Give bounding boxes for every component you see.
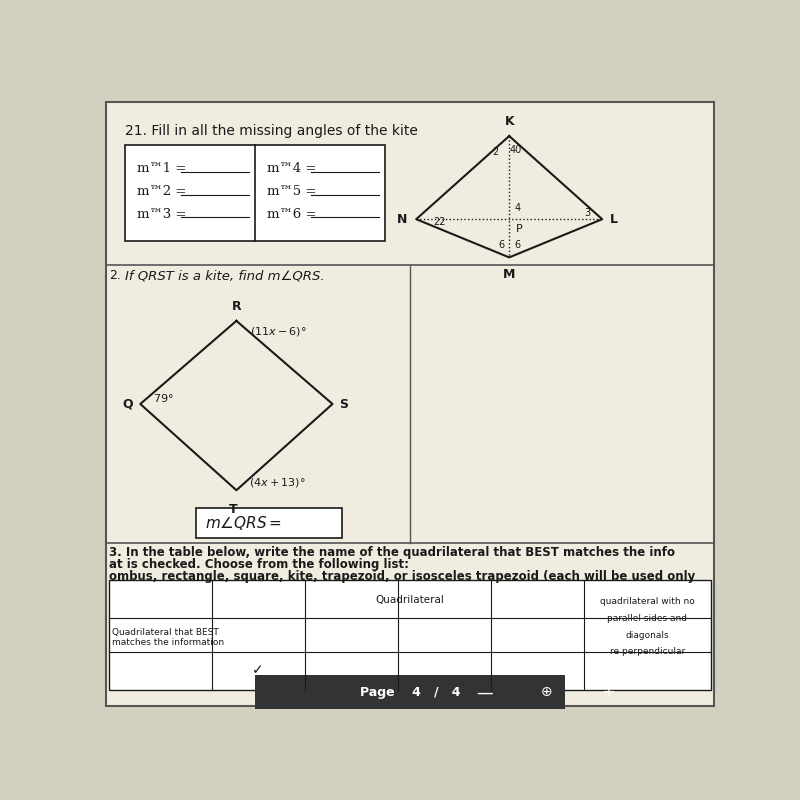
Text: m™4 =: m™4 =	[267, 162, 317, 175]
Text: m™3 =: m™3 =	[138, 208, 186, 221]
Text: Page    4   /   4: Page 4 / 4	[360, 686, 460, 698]
Text: 22: 22	[434, 218, 446, 227]
Text: m™5 =: m™5 =	[267, 185, 317, 198]
Text: $(11x-6)°$: $(11x-6)°$	[250, 326, 306, 338]
Text: 21. Fill in all the missing angles of the kite: 21. Fill in all the missing angles of th…	[125, 124, 418, 138]
Text: T: T	[229, 502, 238, 515]
Text: $(4x+13)°$: $(4x+13)°$	[249, 476, 306, 490]
Text: P: P	[515, 224, 522, 234]
Text: m™6 =: m™6 =	[267, 208, 317, 221]
Text: Quadrilateral that BEST
matches the information: Quadrilateral that BEST matches the info…	[112, 627, 225, 647]
Text: +: +	[602, 683, 615, 702]
Text: 6: 6	[498, 239, 504, 250]
Text: S: S	[338, 398, 348, 410]
Text: Q: Q	[122, 398, 133, 410]
Text: 6: 6	[514, 239, 520, 250]
Text: ✓: ✓	[252, 663, 264, 678]
Text: —: —	[476, 683, 493, 702]
FancyBboxPatch shape	[196, 508, 342, 538]
Text: re perpendicular: re perpendicular	[610, 647, 685, 656]
Text: m™1 =: m™1 =	[138, 162, 186, 175]
Text: ombus, rectangle, square, kite, trapezoid, or isosceles trapezoid (each will be : ombus, rectangle, square, kite, trapezoi…	[110, 570, 695, 583]
Text: 3: 3	[584, 207, 590, 218]
Text: L: L	[610, 213, 618, 226]
Text: 4: 4	[514, 203, 520, 213]
FancyBboxPatch shape	[125, 146, 386, 241]
Text: R: R	[231, 300, 242, 313]
FancyBboxPatch shape	[106, 102, 714, 706]
Text: $79°$: $79°$	[153, 392, 174, 404]
Text: K: K	[504, 115, 514, 128]
Text: 40: 40	[510, 145, 522, 154]
FancyBboxPatch shape	[110, 579, 710, 690]
Text: If QRST is a kite, find m∠QRS.: If QRST is a kite, find m∠QRS.	[125, 269, 325, 282]
Text: diagonals: diagonals	[626, 630, 669, 639]
Text: quadrilateral with no: quadrilateral with no	[600, 598, 694, 606]
Text: $m\angle QRS =$: $m\angle QRS =$	[206, 514, 282, 532]
Text: 3. In the table below, write the name of the quadrilateral that BEST matches the: 3. In the table below, write the name of…	[110, 546, 675, 558]
Text: ⊕: ⊕	[541, 686, 552, 699]
Text: 2: 2	[493, 146, 498, 157]
Text: at is checked. Choose from the following list:: at is checked. Choose from the following…	[110, 558, 410, 571]
Text: Quadrilateral: Quadrilateral	[375, 594, 445, 605]
Text: 2.: 2.	[110, 269, 121, 282]
FancyBboxPatch shape	[255, 675, 565, 709]
Text: m™2 =: m™2 =	[138, 185, 186, 198]
Text: parallel sides and: parallel sides and	[607, 614, 687, 623]
Text: M: M	[503, 269, 515, 282]
Text: N: N	[397, 213, 407, 226]
